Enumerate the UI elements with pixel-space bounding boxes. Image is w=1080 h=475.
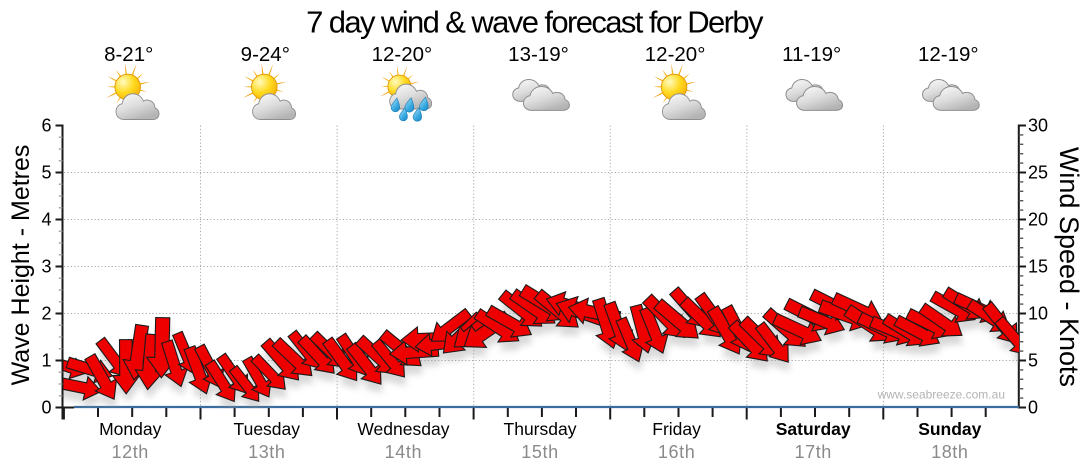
svg-text:12-20°: 12-20° bbox=[372, 43, 433, 66]
svg-text:12th: 12th bbox=[111, 442, 148, 462]
svg-text:10: 10 bbox=[1028, 303, 1048, 323]
svg-text:13-19°: 13-19° bbox=[508, 43, 569, 66]
svg-text:2: 2 bbox=[41, 303, 51, 323]
svg-text:5: 5 bbox=[1028, 350, 1038, 370]
svg-text:0: 0 bbox=[1028, 397, 1038, 417]
svg-text:Thursday: Thursday bbox=[504, 419, 577, 439]
svg-text:Saturday: Saturday bbox=[776, 419, 851, 439]
svg-text:1: 1 bbox=[41, 350, 51, 370]
svg-text:4: 4 bbox=[41, 209, 51, 229]
svg-text:13th: 13th bbox=[248, 442, 285, 462]
svg-text:15th: 15th bbox=[521, 442, 558, 462]
svg-text:Friday: Friday bbox=[652, 419, 701, 439]
svg-text:16th: 16th bbox=[658, 442, 695, 462]
svg-text:0: 0 bbox=[41, 397, 51, 417]
svg-text:Wednesday: Wednesday bbox=[357, 419, 449, 439]
svg-text:Wave Height - Metres: Wave Height - Metres bbox=[7, 145, 35, 386]
svg-text:Tuesday: Tuesday bbox=[234, 419, 301, 439]
svg-text:20: 20 bbox=[1028, 209, 1048, 229]
svg-text:25: 25 bbox=[1028, 162, 1048, 182]
svg-text:11-19°: 11-19° bbox=[782, 43, 841, 66]
svg-text:5: 5 bbox=[41, 162, 51, 182]
svg-text:8-21°: 8-21° bbox=[104, 43, 153, 66]
svg-text:14th: 14th bbox=[385, 442, 422, 462]
svg-text:17th: 17th bbox=[794, 442, 831, 462]
svg-text:12-20°: 12-20° bbox=[645, 43, 706, 66]
svg-text:Wind Speed - Knots: Wind Speed - Knots bbox=[1054, 147, 1080, 387]
svg-text:18th: 18th bbox=[931, 442, 968, 462]
svg-text:9-24°: 9-24° bbox=[241, 43, 290, 66]
svg-text:6: 6 bbox=[41, 115, 51, 135]
svg-text:Sunday: Sunday bbox=[918, 419, 981, 439]
svg-text:15: 15 bbox=[1028, 256, 1048, 276]
svg-text:Monday: Monday bbox=[99, 419, 162, 439]
svg-text:3: 3 bbox=[41, 256, 51, 276]
svg-text:www.seabreeze.com.au: www.seabreeze.com.au bbox=[877, 388, 1005, 402]
svg-text:30: 30 bbox=[1028, 115, 1048, 135]
svg-text:12-19°: 12-19° bbox=[918, 43, 979, 66]
svg-text:7 day wind & wave forecast for: 7 day wind & wave forecast for Derby bbox=[306, 5, 764, 40]
